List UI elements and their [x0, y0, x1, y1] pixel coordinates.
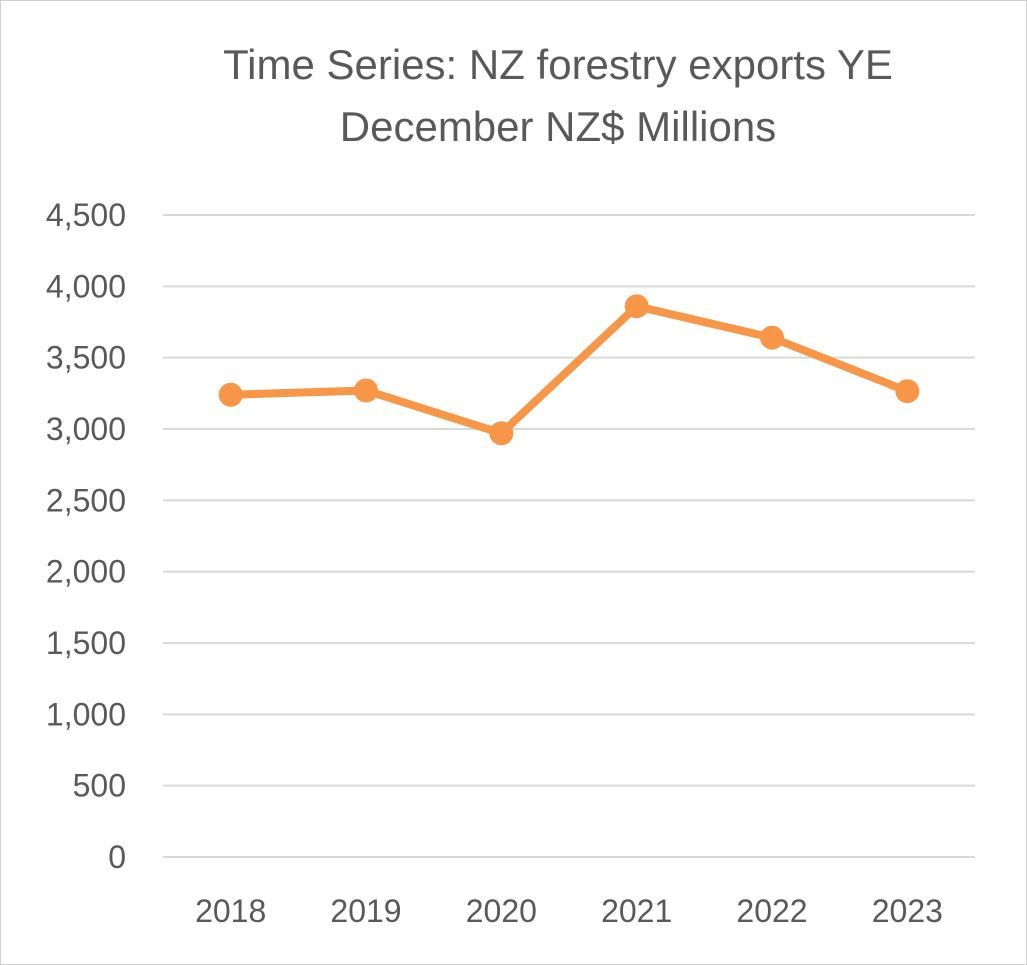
y-tick-label: 3,000	[46, 411, 126, 447]
y-tick-label: 1,500	[46, 625, 126, 661]
data-point-marker	[354, 378, 378, 403]
x-axis-tick-labels: 2018 2019 2020 2021 2022 2023	[195, 893, 943, 929]
chart-title-line-1: Time Series: NZ forestry exports YE	[223, 41, 893, 88]
series-line-group	[226, 302, 912, 438]
gridlines	[163, 214, 975, 858]
y-tick-label: 2,500	[46, 482, 126, 518]
y-tick-label: 4,500	[46, 197, 126, 233]
data-point-marker	[760, 325, 784, 350]
y-tick-label: 500	[73, 768, 126, 804]
x-tick-label: 2019	[330, 893, 401, 929]
chart-title: Time Series: NZ forestry exports YE Dece…	[223, 41, 893, 150]
y-tick-label: 4,000	[46, 268, 126, 304]
x-tick-label: 2023	[872, 893, 943, 929]
data-point-marker	[218, 382, 243, 407]
x-tick-label: 2018	[195, 893, 266, 929]
y-tick-label: 3,500	[46, 340, 126, 376]
y-axis-tick-labels: 0 500 1,000 1,500 2,000 2,500 3,000 3,500 4,000 4…	[46, 197, 126, 875]
x-tick-label: 2021	[601, 893, 672, 929]
y-tick-label: 2,000	[46, 554, 126, 590]
data-point-marker	[624, 294, 649, 319]
chart-title-line-2: December NZ$ Millions	[340, 103, 776, 150]
x-tick-label: 2020	[466, 893, 537, 929]
data-point-marker	[895, 379, 920, 404]
data-point-marker	[489, 421, 514, 446]
x-tick-label: 2022	[736, 893, 807, 929]
series-markers	[218, 294, 920, 446]
y-tick-label: 0	[108, 839, 126, 875]
y-tick-label: 1,000	[46, 696, 126, 732]
series-line	[226, 302, 912, 438]
